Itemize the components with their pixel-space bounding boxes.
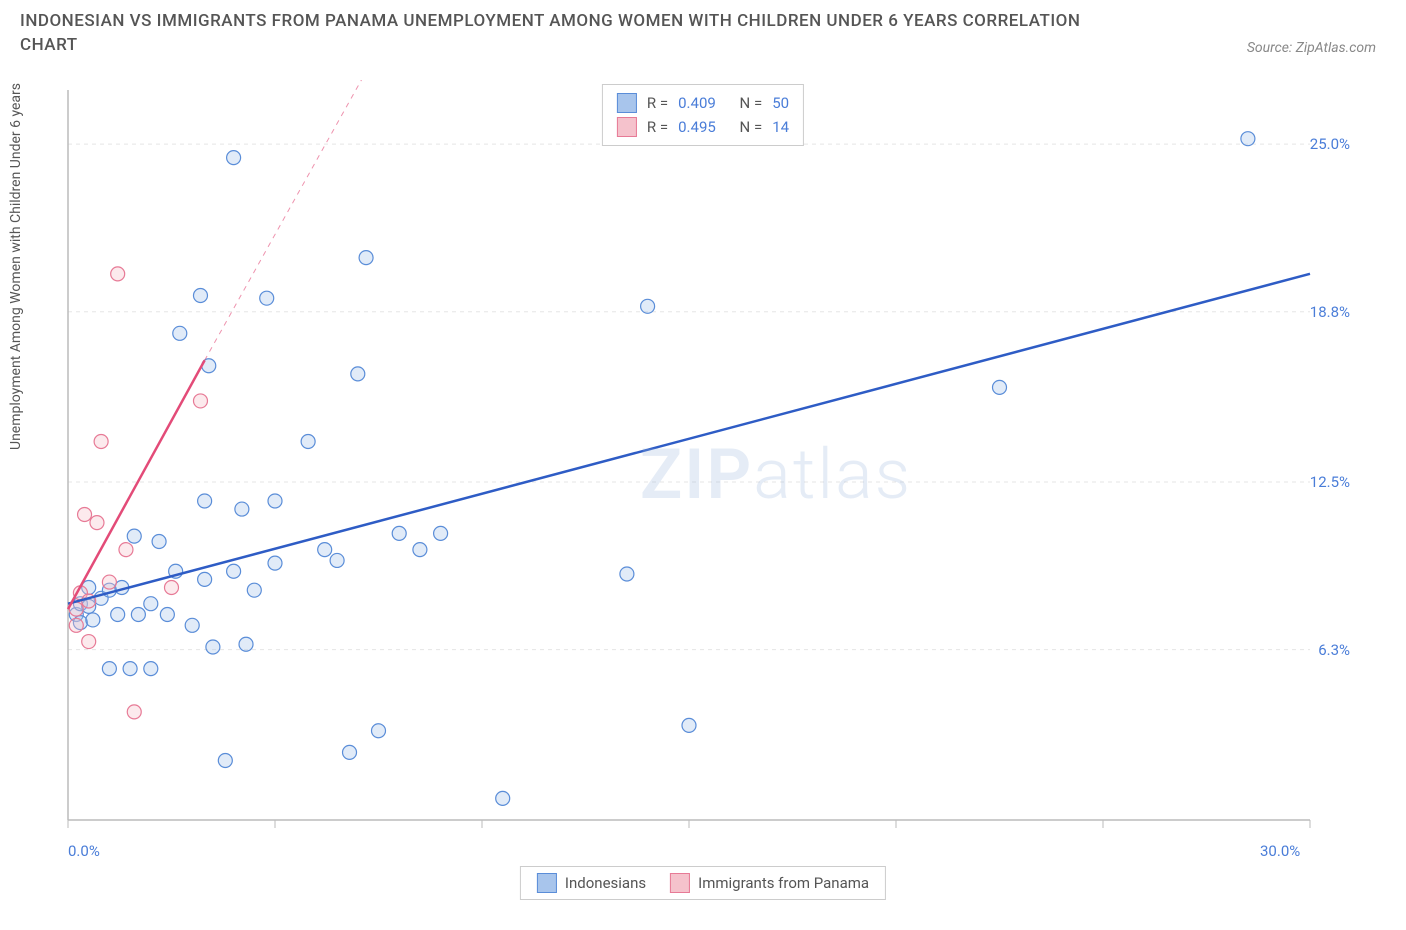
legend-swatch-pink <box>670 873 690 893</box>
legend-label-panama: Immigrants from Panama <box>698 874 869 892</box>
legend-row-series2: R = 0.495 N = 14 <box>617 115 789 139</box>
n-label: N = <box>740 118 763 136</box>
n-label: N = <box>740 94 763 112</box>
r-value-1: 0.409 <box>678 94 716 112</box>
legend-correlation: R = 0.409 N = 50 R = 0.495 N = 14 <box>602 84 804 146</box>
legend-item-panama: Immigrants from Panama <box>670 873 869 893</box>
legend-label-indonesians: Indonesians <box>565 874 646 892</box>
legend-row-series1: R = 0.409 N = 50 <box>617 91 789 115</box>
x-tick-label: 30.0% <box>1260 842 1300 860</box>
legend-swatch-blue <box>537 873 557 893</box>
y-axis-label: Unemployment Among Women with Children U… <box>8 83 24 450</box>
chart-title: INDONESIAN VS IMMIGRANTS FROM PANAMA UNE… <box>20 10 1120 58</box>
y-tick-label: 18.8% <box>1310 303 1350 321</box>
y-tick-label: 6.3% <box>1318 641 1350 659</box>
y-tick-label: 12.5% <box>1310 473 1350 491</box>
r-value-2: 0.495 <box>678 118 716 136</box>
legend-item-indonesians: Indonesians <box>537 873 646 893</box>
source-label: Source: ZipAtlas.com <box>1247 40 1376 56</box>
n-value-1: 50 <box>772 94 789 112</box>
chart-area: ZIPatlas 6.3%12.5%18.8%25.0% 0.0%30.0% <box>50 80 1370 870</box>
n-value-2: 14 <box>772 118 789 136</box>
legend-series: Indonesians Immigrants from Panama <box>520 866 886 900</box>
legend-swatch-pink <box>617 117 637 137</box>
scatter-plot <box>50 80 1370 870</box>
x-tick-label: 0.0% <box>68 842 100 860</box>
legend-swatch-blue <box>617 93 637 113</box>
y-tick-label: 25.0% <box>1310 135 1350 153</box>
r-label: R = <box>647 118 668 136</box>
r-label: R = <box>647 94 668 112</box>
